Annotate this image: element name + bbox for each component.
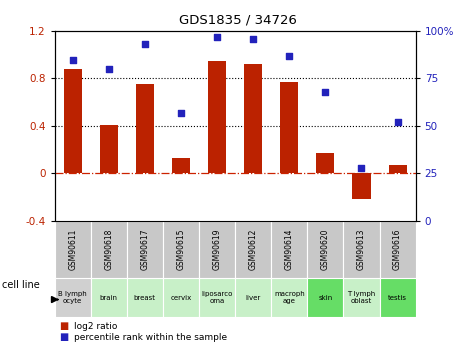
- Bar: [244, 64, 262, 173]
- Bar: [136, 85, 154, 173]
- Bar: [307, 278, 343, 317]
- Text: log2 ratio: log2 ratio: [74, 322, 117, 331]
- Bar: [316, 153, 334, 173]
- Bar: [208, 61, 226, 173]
- Point: [394, 119, 401, 125]
- Bar: [380, 278, 416, 317]
- Point: [285, 53, 293, 58]
- Bar: [307, 221, 343, 278]
- Text: liposarco
oma: liposarco oma: [201, 291, 233, 304]
- Bar: [91, 221, 127, 278]
- Text: GSM90620: GSM90620: [321, 228, 330, 270]
- Bar: [199, 278, 235, 317]
- Text: liver: liver: [246, 295, 261, 300]
- Text: testis: testis: [388, 295, 407, 300]
- Text: GSM90611: GSM90611: [68, 229, 77, 270]
- Point: [177, 110, 185, 115]
- Bar: [271, 221, 307, 278]
- Bar: [163, 221, 199, 278]
- Text: GSM90619: GSM90619: [213, 228, 221, 270]
- Text: GSM90614: GSM90614: [285, 228, 294, 270]
- Point: [141, 41, 149, 47]
- Bar: [127, 278, 163, 317]
- Text: skin: skin: [318, 295, 332, 300]
- Point: [105, 66, 113, 72]
- Bar: [64, 69, 82, 173]
- Text: GSM90618: GSM90618: [104, 229, 113, 270]
- Bar: [55, 221, 91, 278]
- Point: [69, 57, 76, 62]
- Bar: [55, 278, 91, 317]
- Bar: [172, 158, 190, 173]
- Point: [358, 165, 365, 170]
- Text: ■: ■: [59, 333, 68, 342]
- Bar: [389, 165, 407, 173]
- Text: GSM90613: GSM90613: [357, 228, 366, 270]
- Point: [249, 36, 257, 41]
- Text: cervix: cervix: [171, 295, 191, 300]
- Point: [322, 89, 329, 95]
- Text: GSM90617: GSM90617: [141, 228, 149, 270]
- Bar: [352, 173, 370, 199]
- Bar: [163, 278, 199, 317]
- Text: GSM90612: GSM90612: [249, 229, 257, 270]
- Bar: [127, 221, 163, 278]
- Text: percentile rank within the sample: percentile rank within the sample: [74, 333, 227, 342]
- Bar: [271, 278, 307, 317]
- Bar: [235, 221, 271, 278]
- Text: brain: brain: [100, 295, 118, 300]
- Text: GSM90616: GSM90616: [393, 228, 402, 270]
- Bar: [91, 278, 127, 317]
- Text: breast: breast: [134, 295, 156, 300]
- Bar: [380, 221, 416, 278]
- Bar: [280, 82, 298, 173]
- Text: B lymph
ocyte: B lymph ocyte: [58, 291, 87, 304]
- Text: T lymph
oblast: T lymph oblast: [347, 291, 376, 304]
- Text: macroph
age: macroph age: [274, 291, 304, 304]
- Bar: [100, 125, 118, 173]
- Point: [213, 34, 221, 40]
- Bar: [235, 278, 271, 317]
- Bar: [343, 221, 380, 278]
- Text: GSM90615: GSM90615: [177, 228, 185, 270]
- Bar: [343, 278, 380, 317]
- Text: ■: ■: [59, 321, 68, 331]
- Text: GDS1835 / 34726: GDS1835 / 34726: [179, 14, 296, 27]
- Text: cell line: cell line: [2, 280, 40, 290]
- Bar: [199, 221, 235, 278]
